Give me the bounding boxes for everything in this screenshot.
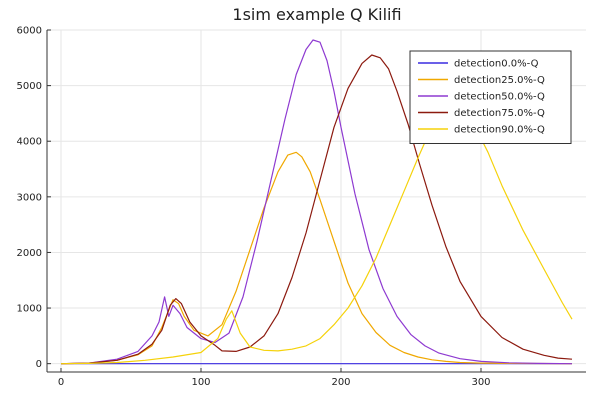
y-tick-label: 6000 [17,26,42,37]
series-line-2 [60,39,573,365]
x-tick-label: 300 [471,377,490,388]
series-line-1 [60,151,573,365]
legend-label: detection75.0%-Q [454,108,545,119]
series-line-3 [60,54,573,365]
series-line-4 [60,111,573,365]
y-tick-label: 1000 [17,304,42,315]
legend: detection0.0%-Q detection25.0%-Q detection… [409,50,572,144]
legend-label: detection0.0%-Q [454,59,539,70]
y-tick-label: 5000 [17,81,42,92]
y-tick-label: 4000 [17,137,42,148]
legend-label: detection50.0%-Q [454,92,545,103]
x-tick-label: 100 [191,377,210,388]
legend-label: detection90.0%-Q [454,125,545,136]
x-tick-label: 200 [331,377,350,388]
y-tick-label: 0 [36,359,42,370]
legend-box [409,50,572,144]
y-tick-label: 3000 [17,192,42,203]
x-tick-label: 0 [58,377,64,388]
legend-label: detection25.0%-Q [454,75,545,86]
chart-title: 1sim example Q Kilifi [232,5,401,24]
y-tick-label: 2000 [17,248,42,259]
